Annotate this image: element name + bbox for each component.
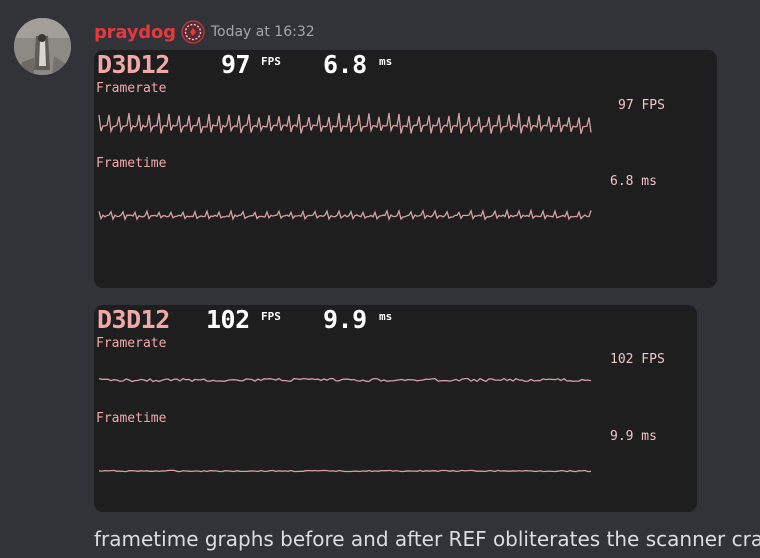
api-label: D3D12 (97, 305, 170, 334)
fps-unit: FPS (261, 310, 281, 323)
frametime-graph (98, 469, 592, 473)
framerate-graph-line (98, 377, 592, 383)
framerate-graph (98, 377, 592, 383)
framerate-graph (98, 112, 592, 135)
message-header: praydog Today at 16:32 (94, 18, 315, 46)
avatar[interactable] (14, 18, 71, 75)
ms-unit: ms (379, 55, 393, 68)
fps-value: 102 (206, 305, 250, 334)
frametime-graph (98, 208, 592, 222)
frametime-label: Frametime (96, 411, 167, 426)
framerate-side-value: 97 FPS (618, 98, 665, 113)
framerate-label: Framerate (96, 336, 167, 351)
frametime-label: Frametime (96, 156, 167, 171)
framerate-side-value: 102 FPS (610, 352, 665, 367)
frametime-side-value: 9.9 ms (610, 429, 657, 444)
performance-overlay-before: D3D12 97 FPS 6.8 ms Framerate 97 FPS Fra… (94, 50, 717, 288)
framerate-label: Framerate (96, 81, 167, 96)
frametime-graph-line (98, 469, 592, 473)
role-badge-icon[interactable] (181, 20, 205, 44)
frametime-graph-line (98, 208, 592, 222)
ms-value: 9.9 (323, 305, 367, 334)
api-label: D3D12 (97, 50, 170, 79)
fps-unit: FPS (261, 55, 281, 68)
framerate-graph-line (98, 112, 592, 135)
timestamp: Today at 16:32 (210, 24, 315, 40)
message-text: frametime graphs before and after REF ob… (94, 527, 760, 551)
ms-value: 6.8 (323, 50, 367, 79)
frametime-side-value: 6.8 ms (610, 174, 657, 189)
fps-value: 97 (221, 50, 251, 79)
username[interactable]: praydog (94, 21, 176, 43)
ms-unit: ms (379, 310, 393, 323)
performance-overlay-after: D3D12 102 FPS 9.9 ms Framerate 102 FPS F… (94, 305, 697, 512)
